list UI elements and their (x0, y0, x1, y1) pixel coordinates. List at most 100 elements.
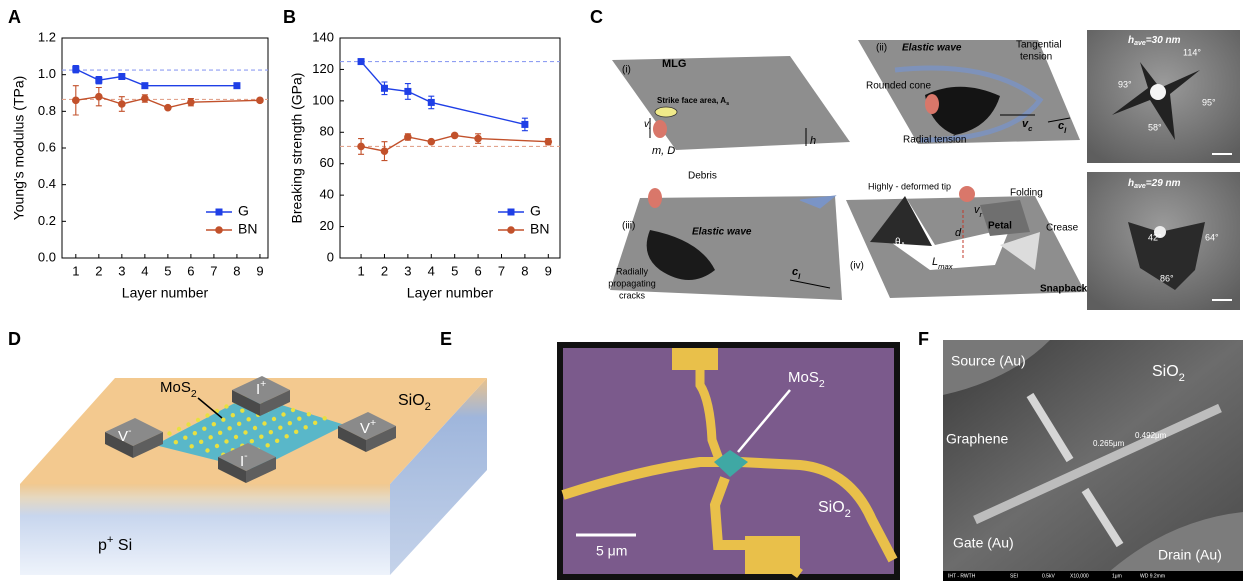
x-tick-label: 7 (210, 263, 217, 278)
label-subscript: ave (1134, 183, 1146, 190)
marker (381, 85, 388, 92)
atom (167, 431, 171, 435)
label: Graphene (946, 431, 1008, 447)
label: Snapback (1040, 284, 1088, 295)
label-tail: Si (113, 537, 132, 554)
label-subscript: r (980, 210, 983, 219)
atom (193, 431, 197, 435)
y-tick-label: 140 (312, 29, 334, 44)
label-main: SiO (398, 392, 425, 409)
marker (427, 138, 435, 146)
label: Highly - deformed tip (868, 181, 951, 191)
label: 0.492μm (1135, 431, 1167, 440)
atom (183, 435, 187, 439)
label-main: SiO (818, 499, 845, 516)
electrode-pad (672, 348, 718, 370)
marker (141, 95, 149, 103)
footer-bar (943, 571, 1243, 581)
marker (404, 133, 412, 141)
marker (474, 135, 482, 143)
atom (224, 439, 228, 443)
marker (118, 73, 125, 80)
y-tick-label: 0.8 (38, 103, 56, 118)
atom (265, 443, 269, 447)
marker (521, 121, 528, 128)
label-main: MoS (788, 369, 819, 386)
atom (186, 422, 190, 426)
strike-area (655, 107, 677, 117)
atom (189, 444, 193, 448)
projectile (925, 94, 939, 114)
x-tick-label: 7 (498, 263, 505, 278)
projectile (959, 186, 975, 202)
label: Drain (Au) (1158, 547, 1222, 563)
atom (288, 421, 292, 425)
marker (72, 97, 80, 105)
label: Radial tension (903, 135, 966, 146)
marker (95, 93, 103, 101)
marker (544, 138, 552, 146)
y-tick-label: 100 (312, 92, 334, 107)
page: A0.00.20.40.60.81.01.2123456789Layer num… (0, 0, 1243, 581)
label: Tangential (1016, 40, 1062, 51)
label-subscript: 2 (819, 378, 825, 390)
label: Radially (616, 266, 649, 276)
atom (174, 440, 178, 444)
label: Petal (988, 221, 1012, 232)
footer-label: 1μm (1112, 573, 1122, 579)
atom (227, 426, 231, 430)
y-tick-label: 40 (320, 187, 334, 202)
atom (212, 422, 216, 426)
label-subscript: 2 (845, 508, 851, 520)
x-tick-label: 3 (118, 263, 125, 278)
label: (iii) (622, 221, 635, 232)
marker (95, 77, 102, 84)
label: m, D (652, 145, 675, 157)
label: 64° (1205, 232, 1219, 242)
y-tick-label: 0.0 (38, 249, 56, 264)
label: d (955, 227, 962, 239)
atom (262, 421, 266, 425)
x-tick-label: 1 (357, 263, 364, 278)
x-tick-label: 3 (404, 263, 411, 278)
x-tick-label: 5 (451, 263, 458, 278)
label: Folding (1010, 188, 1043, 199)
marker (233, 82, 240, 89)
x-tick-label: 6 (474, 263, 481, 278)
label-main: SiO (1152, 363, 1179, 380)
atom (205, 448, 209, 452)
x-tick-label: 1 (72, 263, 79, 278)
marker (118, 100, 126, 108)
panel-letter: B (283, 7, 296, 27)
label-subscript: i (649, 124, 651, 131)
marker (381, 147, 389, 155)
x-tick-label: 2 (95, 263, 102, 278)
label: 114° (1183, 47, 1201, 57)
atom (297, 416, 301, 420)
series-line (361, 62, 525, 125)
label: 93° (1118, 79, 1132, 89)
label: 0.265μm (1093, 439, 1125, 448)
x-tick-label: 8 (233, 263, 240, 278)
legend-label: BN (238, 221, 257, 237)
atom (240, 408, 244, 412)
footer-label: WD 9.2mm (1140, 573, 1165, 579)
atom (215, 444, 219, 448)
marker (428, 99, 435, 106)
x-tick-label: 9 (545, 263, 552, 278)
legend-marker (508, 209, 515, 216)
label: Elastic wave (902, 43, 962, 54)
label-subscript: s (726, 101, 729, 107)
label: tension (1020, 52, 1052, 63)
label-main: Strike face area, A (657, 96, 726, 105)
atom (275, 439, 279, 443)
atom (218, 431, 222, 435)
atom (284, 434, 288, 438)
label-main: V (360, 420, 370, 437)
y-tick-label: 120 (312, 61, 334, 76)
y-tick-label: 0.2 (38, 213, 56, 228)
x-tick-label: 8 (521, 263, 528, 278)
footer-label: X10,000 (1070, 573, 1089, 579)
x-tick-label: 2 (381, 263, 388, 278)
label-subscript: c (1028, 124, 1033, 133)
